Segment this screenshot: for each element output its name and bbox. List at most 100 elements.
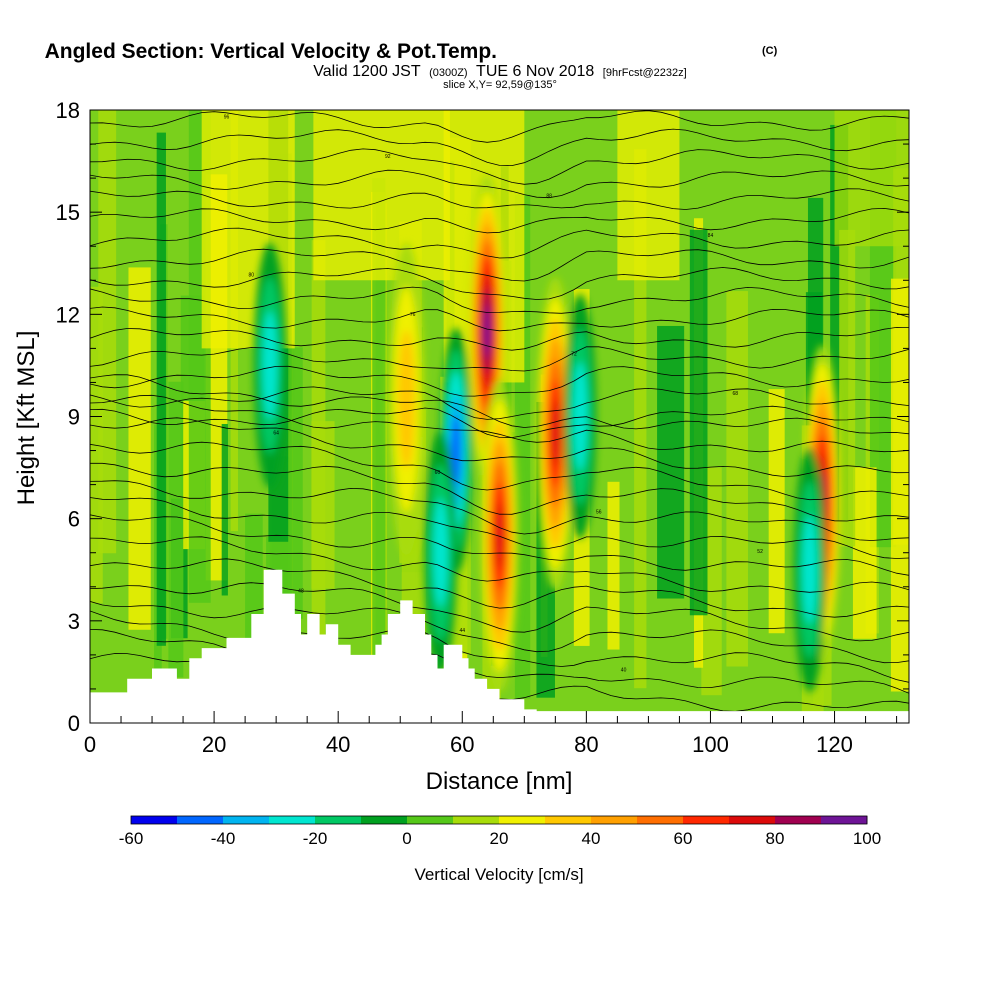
colorbar-swatch (499, 816, 546, 824)
y-axis-label: Height [Kft MSL] (13, 331, 40, 506)
theta-contour-label: 96 (224, 115, 230, 121)
colorbar-swatch (821, 816, 868, 824)
velocity-band (839, 229, 856, 547)
theta-contour (90, 405, 909, 439)
theta-contour-label: 84 (708, 233, 714, 239)
y-tick-label: 12 (56, 302, 80, 327)
downdraft-core (262, 310, 278, 420)
velocity-band (852, 467, 877, 639)
velocity-band (221, 423, 228, 596)
theta-contour (90, 286, 909, 314)
colorbar: -60 -40 -20 0 20 40 60 80 100 (119, 815, 881, 848)
theta-contour (90, 497, 909, 559)
colorbar-tick-label: -40 (211, 829, 236, 848)
colorbar-swatch (545, 816, 592, 824)
x-tick-label: 60 (450, 732, 474, 757)
colorbar-tick-label: 60 (674, 829, 693, 848)
updraft-core (551, 400, 560, 467)
y-tick-label: 3 (68, 609, 80, 634)
colorbar-swatch (131, 816, 178, 824)
subtitle-date: TUE 6 Nov 2018 (476, 63, 594, 80)
velocity-band (617, 110, 680, 281)
y-tick-label: 0 (68, 711, 80, 736)
x-tick-label: 0 (84, 732, 96, 757)
subtitle-valid-time: Valid 1200 JST (313, 63, 421, 80)
x-tick-label: 40 (326, 732, 350, 757)
theta-contour-label: 80 (249, 273, 255, 279)
theta-contour (90, 148, 909, 185)
theta-contour (90, 207, 909, 234)
theta-contour (90, 248, 909, 282)
theta-contour (90, 514, 909, 576)
velocity-band (689, 229, 708, 616)
theta-contour-label: 40 (621, 668, 627, 674)
theta-contour-label: 92 (385, 154, 391, 160)
colorbar-tick-label: 80 (766, 829, 785, 848)
velocity-band (128, 267, 151, 630)
colorbar-swatch (775, 816, 822, 824)
theta-contour (90, 558, 909, 618)
downdraft-core (572, 362, 588, 471)
theta-contour (90, 441, 909, 501)
velocity-band (98, 110, 117, 554)
colorbar-swatch (361, 816, 408, 824)
theta-contour (90, 267, 909, 300)
subtitle-utc: (0300Z) (429, 67, 468, 79)
theta-contour (90, 582, 909, 642)
y-axis: 0 3 6 9 12 15 18 (56, 98, 909, 736)
colorbar-tick-label: 100 (853, 829, 881, 848)
theta-contour (90, 536, 909, 593)
downdraft-core (433, 498, 448, 608)
colorbar-swatch (729, 816, 776, 824)
colorbar-tick-label: 20 (490, 829, 509, 848)
chart-title-mark: (C) (762, 45, 778, 57)
theta-contour (90, 417, 909, 478)
chart-subtitle: Valid 1200 JST (0300Z) TUE 6 Nov 2018 [9… (313, 63, 686, 80)
theta-contour-label: 72 (571, 352, 577, 358)
colorbar-label: Vertical Velocity [cm/s] (414, 865, 583, 884)
theta-contour-label: 76 (410, 312, 416, 318)
theta-contour (90, 365, 909, 397)
colorbar-swatch (269, 816, 316, 824)
y-tick-label: 18 (56, 98, 80, 123)
updraft-core (483, 305, 491, 358)
theta-contour-label: 44 (459, 628, 465, 634)
theta-contour-label: 52 (757, 549, 763, 555)
theta-contour (90, 386, 909, 420)
plot-area: 36404448525660646872768084889296 (90, 110, 909, 723)
colorbar-swatch (453, 816, 500, 824)
theta-contour (90, 346, 909, 372)
colorbar-tick-label: 40 (582, 829, 601, 848)
velocity-band (768, 389, 785, 634)
y-tick-label: 9 (68, 405, 80, 430)
x-tick-label: 20 (202, 732, 226, 757)
velocity-band (313, 110, 450, 281)
theta-contour (90, 462, 909, 522)
theta-contour (90, 394, 909, 453)
chart-title: Angled Section: Vertical Velocity & Pot.… (45, 40, 497, 63)
velocity-band (634, 149, 647, 689)
theta-contour (90, 374, 909, 435)
x-axis-label: Distance [nm] (426, 768, 573, 795)
velocity-band (834, 110, 909, 247)
velocity-band (726, 291, 748, 667)
theta-contour (90, 188, 909, 210)
updraft-core (398, 329, 415, 470)
colorbar-tick-label: 0 (402, 829, 411, 848)
theta-contour (90, 480, 909, 541)
colorbar-swatch (407, 816, 454, 824)
theta-contour (90, 326, 909, 351)
terrain-mask (90, 569, 909, 723)
theta-contour-label: 48 (298, 589, 304, 595)
theta-contour (90, 306, 909, 332)
theta-contour-label: 64 (273, 431, 279, 437)
velocity-features (253, 174, 841, 693)
theta-contour (90, 110, 909, 143)
theta-contour (90, 128, 909, 167)
velocity-band (607, 481, 620, 650)
theta-contour (90, 227, 909, 259)
slice-info: slice X,Y= 92,59@135° (443, 79, 557, 91)
colorbar-swatch (637, 816, 684, 824)
colorbar-frame (130, 815, 868, 825)
colorbar-swatch (315, 816, 362, 824)
